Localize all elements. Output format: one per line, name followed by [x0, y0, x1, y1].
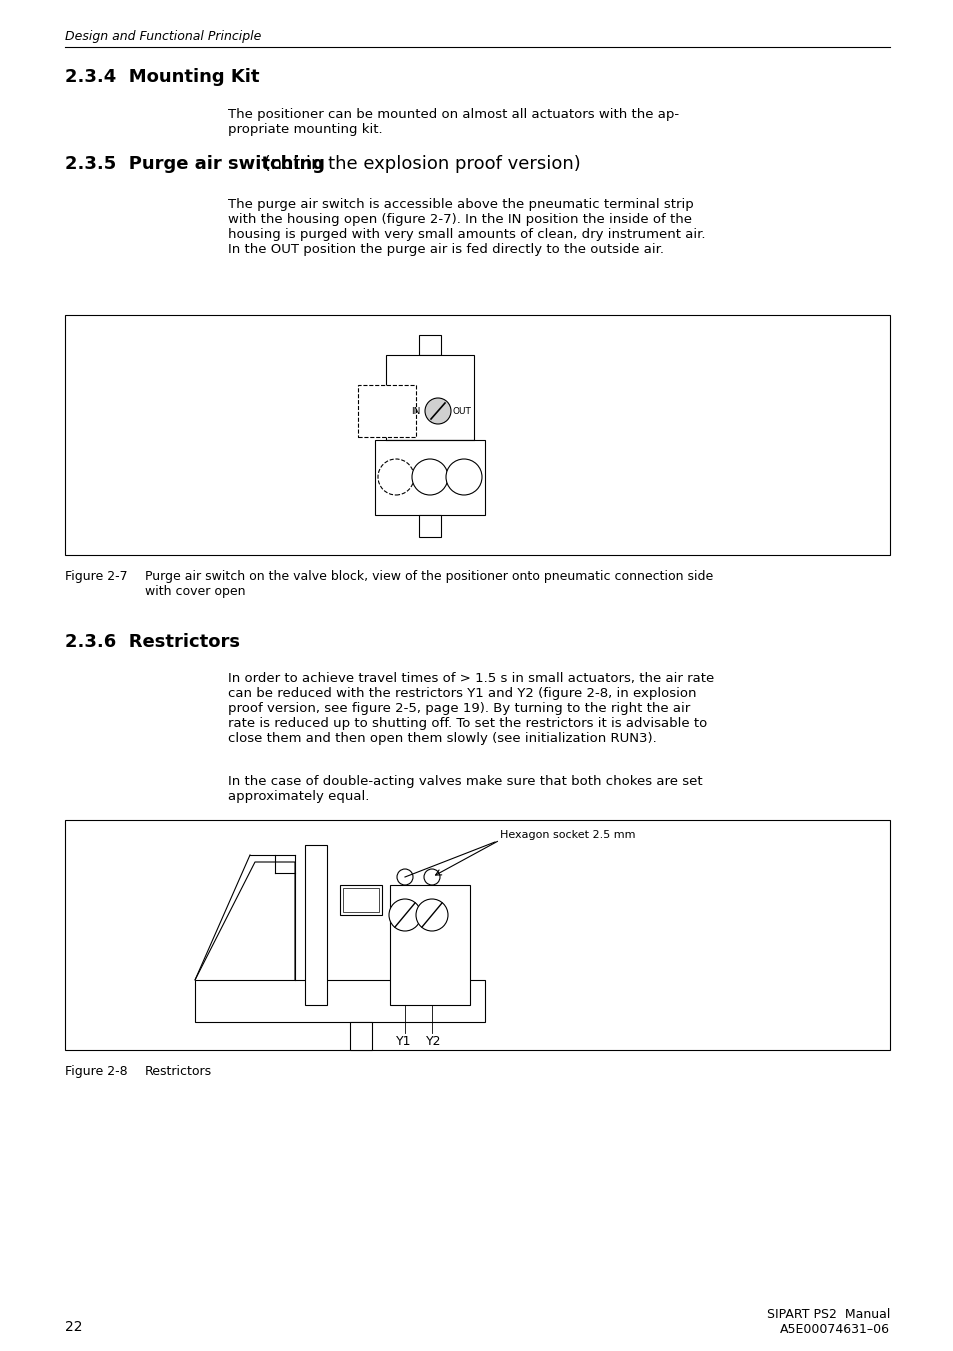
Bar	[65, 820, 889, 1050]
Bar	[390, 885, 470, 1005]
Bar	[343, 888, 378, 912]
Text: Purge air switch on the valve block, view of the positioner onto pneumatic conne: Purge air switch on the valve block, vie…	[145, 570, 713, 598]
Bar	[305, 844, 327, 1005]
Text: Figure 2-8: Figure 2-8	[65, 1065, 128, 1078]
Text: 2.3.5  Purge air switching: 2.3.5 Purge air switching	[65, 155, 325, 173]
Circle shape	[377, 459, 414, 494]
Text: IN: IN	[411, 407, 420, 416]
Circle shape	[424, 399, 451, 424]
Text: 22: 22	[65, 1320, 82, 1333]
Text: (not in the explosion proof version): (not in the explosion proof version)	[257, 155, 580, 173]
Text: Restrictors: Restrictors	[145, 1065, 212, 1078]
Text: SIPART PS2  Manual: SIPART PS2 Manual	[766, 1308, 889, 1321]
Text: Y1: Y1	[395, 1035, 411, 1048]
Bar	[375, 440, 484, 515]
Bar	[418, 335, 440, 355]
Bar	[65, 315, 889, 555]
Circle shape	[389, 898, 420, 931]
Bar	[194, 979, 484, 1021]
Circle shape	[416, 898, 448, 931]
Text: In order to achieve travel times of > 1.5 s in small actuators, the air rate
can: In order to achieve travel times of > 1.…	[228, 671, 714, 744]
Text: Figure 2-7: Figure 2-7	[65, 570, 128, 584]
Text: A5E00074631–06: A5E00074631–06	[780, 1323, 889, 1336]
Text: The positioner can be mounted on almost all actuators with the ap-
propriate mou: The positioner can be mounted on almost …	[228, 108, 679, 136]
Text: In the case of double-acting valves make sure that both chokes are set
approxima: In the case of double-acting valves make…	[228, 775, 702, 802]
Circle shape	[396, 869, 413, 885]
Text: Design and Functional Principle: Design and Functional Principle	[65, 30, 261, 43]
Circle shape	[446, 459, 481, 494]
Circle shape	[412, 459, 448, 494]
Text: Hexagon socket 2.5 mm: Hexagon socket 2.5 mm	[499, 830, 635, 840]
Bar	[386, 355, 474, 440]
Circle shape	[423, 869, 439, 885]
Text: OUT: OUT	[453, 407, 472, 416]
Bar	[339, 885, 381, 915]
Text: 2.3.6  Restrictors: 2.3.6 Restrictors	[65, 634, 240, 651]
Bar	[350, 1021, 372, 1050]
Text: The purge air switch is accessible above the pneumatic terminal strip
with the h: The purge air switch is accessible above…	[228, 199, 705, 255]
Bar	[418, 515, 440, 536]
Text: Y2: Y2	[426, 1035, 441, 1048]
Text: 2.3.4  Mounting Kit: 2.3.4 Mounting Kit	[65, 68, 259, 86]
Bar	[357, 385, 416, 436]
